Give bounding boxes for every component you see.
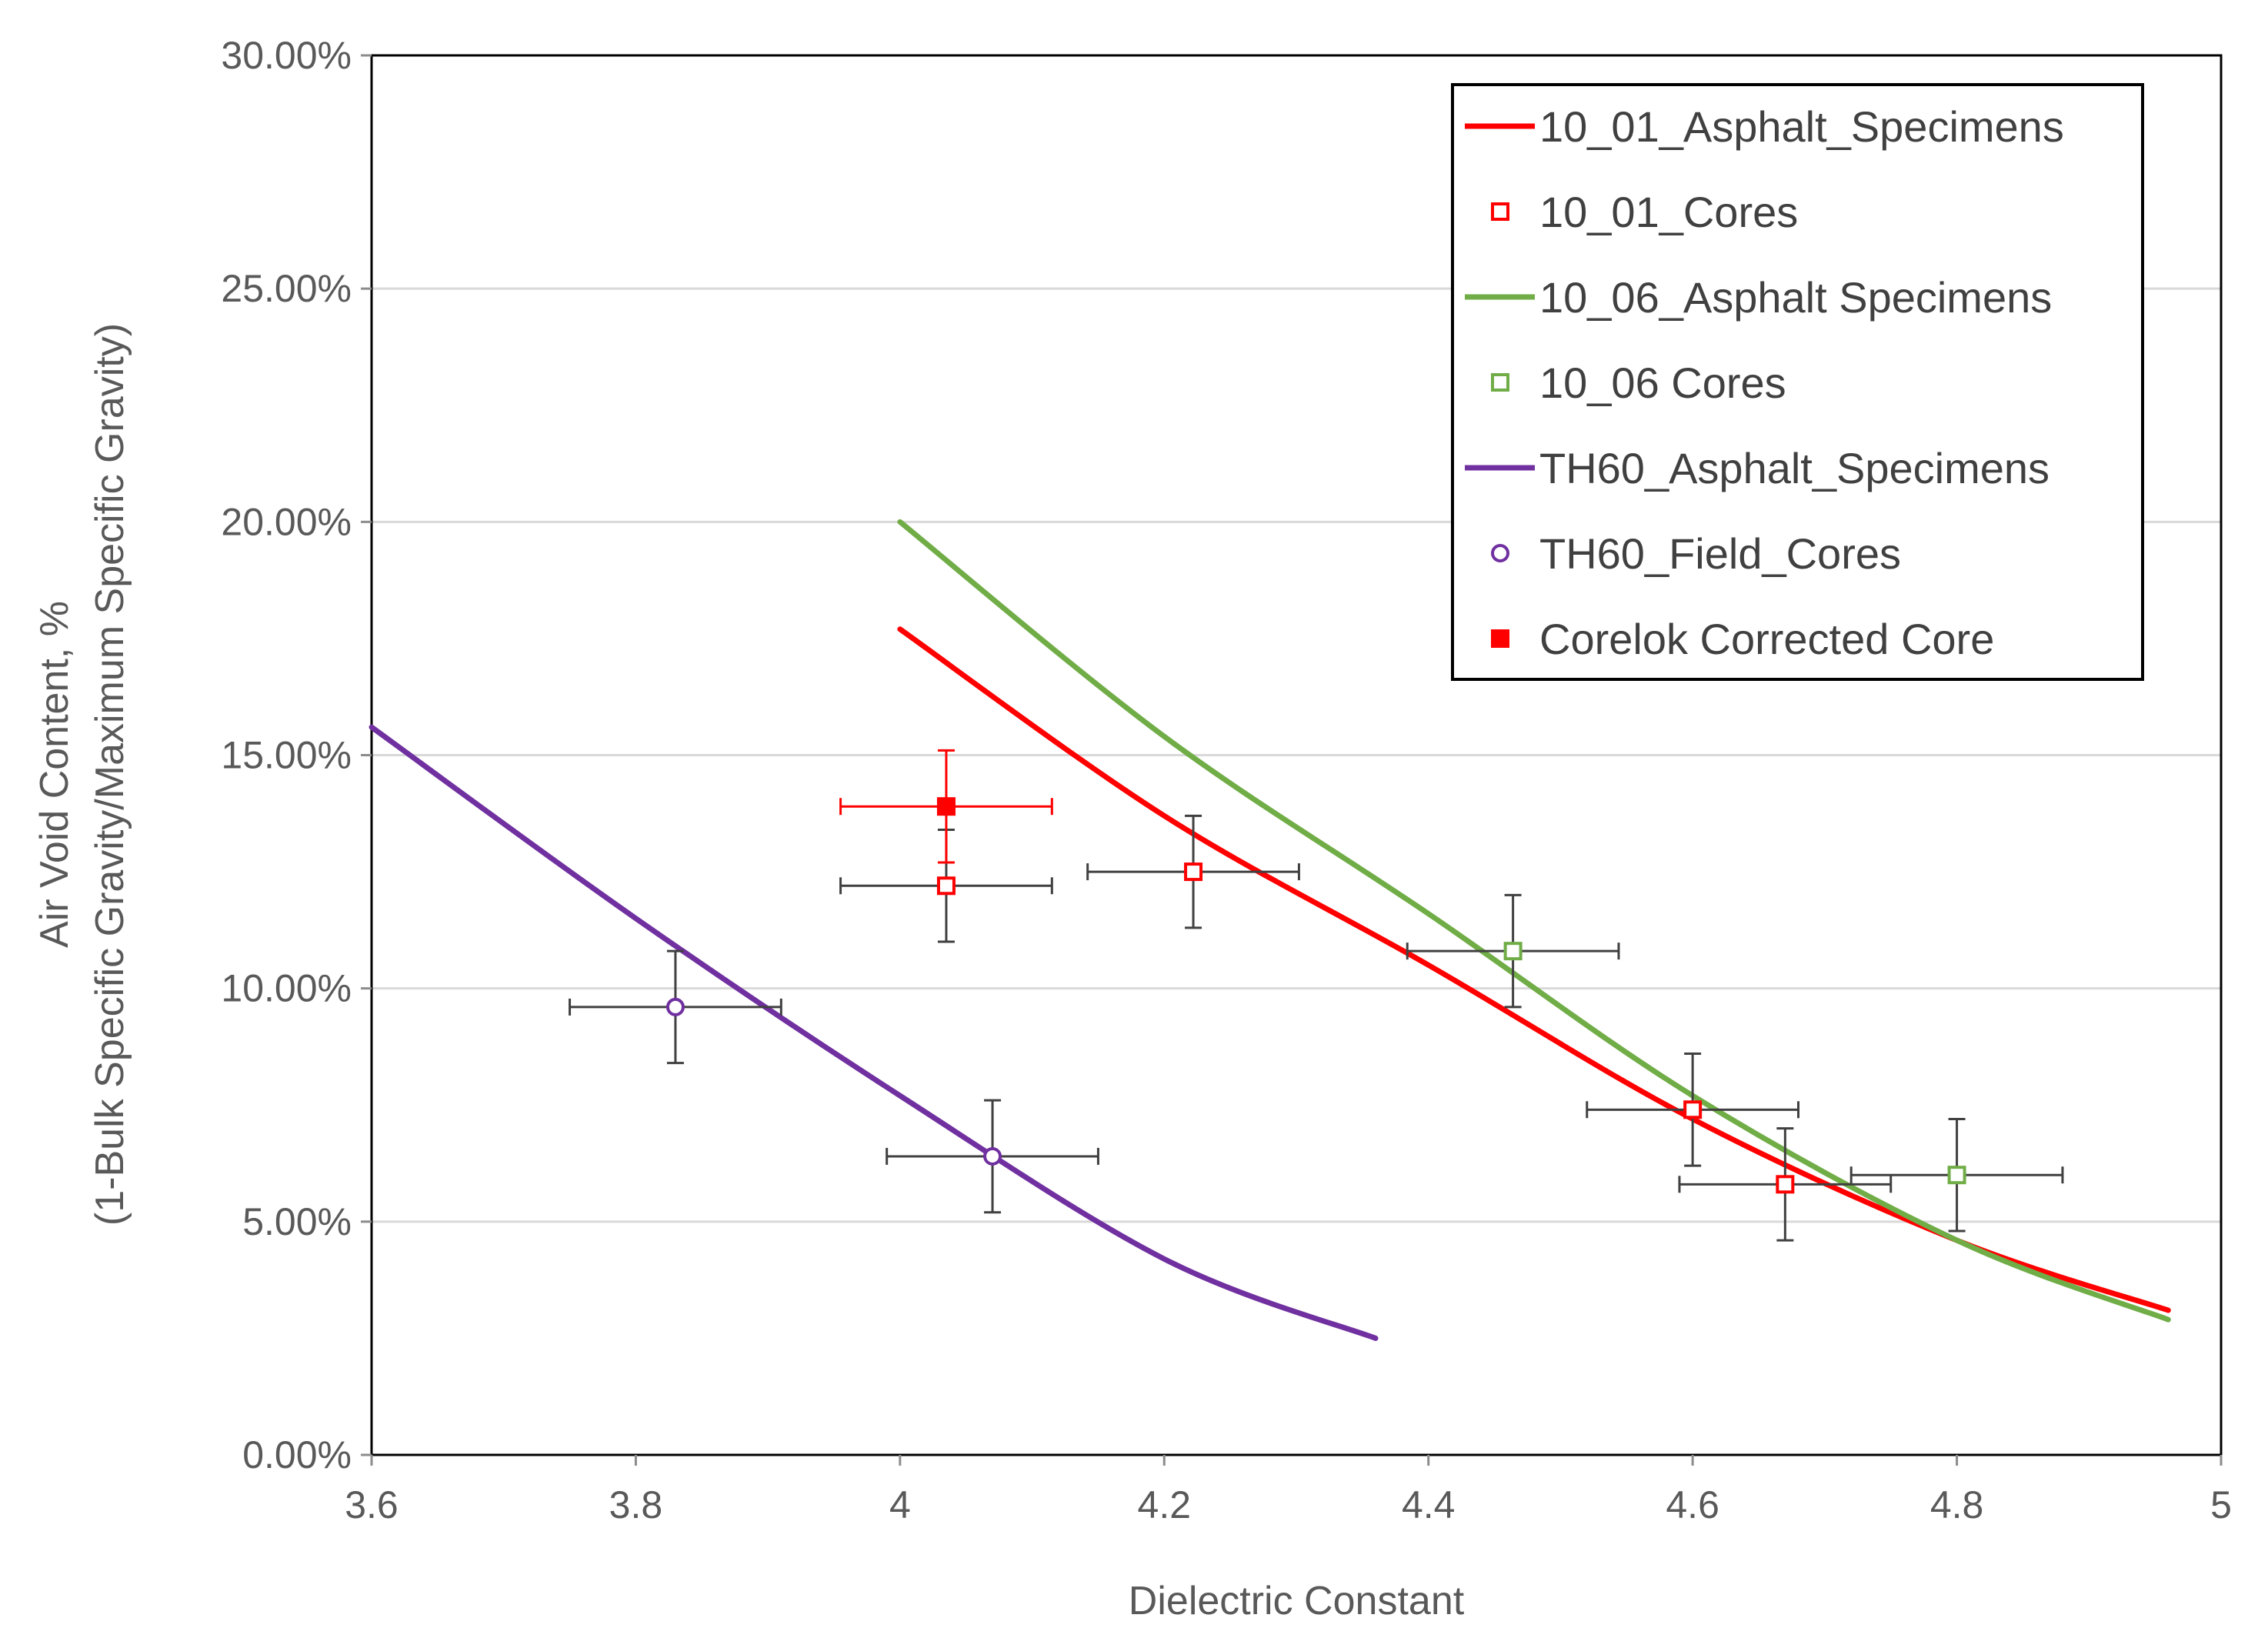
data-point-10-01-cores-0 [936, 876, 956, 896]
x-axis-title: Dielectric Constant [1129, 1579, 1465, 1623]
data-point-10-01-cores-3 [1776, 1175, 1795, 1194]
series-points-10-01-cores [839, 814, 1893, 1242]
y-axis-title-line-2: (1-Bulk Specific Gravity/Maximum Specifi… [88, 323, 132, 1226]
legend-entry-10-06-asphalt-specimens: 10_06_Asphalt Specimens [1465, 273, 2052, 322]
legend-entry-10-01-cores: 10_01_Cores [1491, 188, 1798, 236]
series-points-10-06-cores [1406, 893, 2064, 1233]
x-tick-label-1: 3.8 [609, 1483, 663, 1526]
legend-label: 10_06 Cores [1539, 359, 1786, 407]
x-tick-label-0: 3.6 [345, 1483, 399, 1526]
y-tick-label-5: 25.00% [221, 267, 352, 310]
series-points-th60-field-cores [569, 949, 1099, 1214]
legend-box [1451, 83, 2144, 681]
legend-label: 10_01_Asphalt_Specimens [1539, 102, 2064, 151]
x-tick-label-5: 4.6 [1666, 1483, 1719, 1526]
axes: 0.00% 5.00% 10.00% 15.00% 20.00% 25.00% 30.00%… [221, 34, 2232, 1526]
legend-swatch-marker [1491, 544, 1509, 562]
y-tick-label-4: 20.00% [221, 500, 352, 543]
legend-entry-th60-field-cores: TH60_Field_Cores [1491, 529, 1901, 578]
y-axis-title-line-1: Air Void Content, % [32, 601, 77, 948]
series-line-th60-asphalt-specimens [369, 724, 1379, 1341]
legend-label: TH60_Asphalt_Specimens [1539, 444, 2050, 492]
data-point-10-06-cores-1 [1947, 1166, 1966, 1185]
series [369, 519, 2171, 1341]
data-point-th60-field-cores-0 [665, 997, 685, 1016]
series-line-10-01-asphalt-specimens [897, 626, 2171, 1313]
data-point-10-06-cores-0 [1503, 942, 1523, 961]
x-tick-label-3: 4.2 [1138, 1483, 1192, 1526]
data-point-10-01-cores-1 [1184, 862, 1203, 882]
legend-entry-th60-asphalt-specimens: TH60_Asphalt_Specimens [1465, 444, 2050, 492]
legend-entry-10-06-cores: 10_06 Cores [1491, 359, 1786, 407]
legend-swatch-marker [1491, 373, 1509, 392]
data-point-corelok-corrected-core-0 [936, 797, 956, 816]
legend: 10_01_Asphalt_Specimens 10_01_Cores 10_06_… [1451, 83, 2144, 681]
y-tick-label-1: 5.00% [242, 1200, 352, 1243]
legend-label: TH60_Field_Cores [1539, 529, 1901, 578]
data-point-th60-field-cores-1 [983, 1146, 1002, 1166]
series-line-10-06-asphalt-specimens [897, 519, 2171, 1323]
x-tick-label-6: 4.8 [1930, 1483, 1984, 1526]
x-tick-label-4: 4.4 [1402, 1483, 1456, 1526]
legend-label: 10_06_Asphalt Specimens [1539, 273, 2052, 322]
legend-swatch-marker [1491, 202, 1509, 221]
y-tick-label-6: 30.00% [221, 34, 352, 77]
legend-label: 10_01_Cores [1539, 188, 1798, 236]
x-tick-label-2: 4 [889, 1483, 911, 1526]
data-point-10-01-cores-2 [1683, 1100, 1703, 1119]
series-points-corelok-corrected-core [839, 749, 1053, 864]
y-tick-label-0: 0.00% [242, 1433, 352, 1476]
y-axis-title: Air Void Content, % (1-Bulk Specific Gra… [32, 323, 132, 1226]
x-tick-label-7: 5 [2210, 1483, 2232, 1526]
y-tick-label-2: 10.00% [221, 967, 352, 1010]
y-tick-label-3: 15.00% [221, 734, 352, 777]
legend-entry-10-01-asphalt-specimens: 10_01_Asphalt_Specimens [1465, 102, 2064, 151]
legend-entry-corelok-corrected-core: Corelok Corrected Core [1491, 615, 1994, 663]
legend-swatch-marker [1491, 629, 1509, 648]
legend-label: Corelok Corrected Core [1539, 615, 1994, 663]
